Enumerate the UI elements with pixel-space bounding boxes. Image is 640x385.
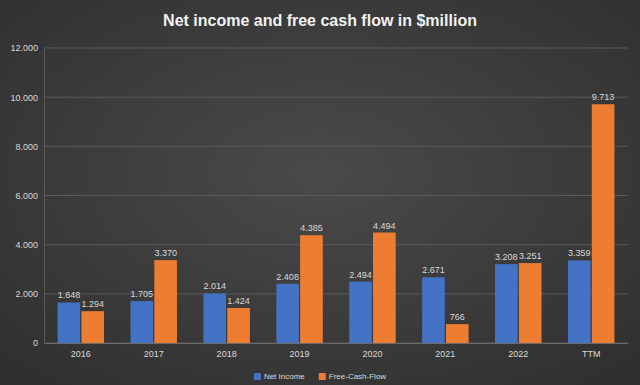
bar [203,293,226,343]
legend-label: Net Income [264,372,305,381]
x-tick-label: TTM [582,349,601,359]
bar [592,104,615,343]
x-axis-line [45,343,629,344]
chart: Net income and free cash flow in $millio… [0,0,640,385]
x-tick-label: 2020 [362,349,382,359]
x-tick-label: 2021 [435,349,455,359]
bar [81,311,104,343]
data-label: 2.494 [349,270,372,280]
data-label: 3.370 [154,248,177,258]
x-tick: 2021 [435,343,455,359]
y-tick: 6.000 [15,191,44,201]
grid-line [44,244,628,245]
grid-line [44,146,628,147]
bar [519,263,542,343]
bar [227,308,250,343]
plot: 02.0004.0006.0008.00010.00012.0002016201… [10,43,628,359]
data-label: 2.671 [422,265,445,275]
data-label: 3.251 [519,251,542,261]
y-tick: 4.000 [15,240,44,250]
y-tick-label: 10.000 [10,93,38,103]
legend-swatch [254,373,261,380]
y-tick: 12.000 [10,43,44,53]
y-tick-label: 8.000 [15,142,38,152]
series-bars [58,260,591,343]
x-tick: 2017 [144,343,164,359]
x-tick: 2022 [508,343,528,359]
data-label: 1.648 [58,290,81,300]
y-tick: 0 [33,338,44,348]
x-tick: 2016 [71,343,91,359]
data-label: 2.014 [203,281,226,291]
data-label: 1.705 [131,289,154,299]
bar [495,264,518,343]
legend-swatch [319,373,326,380]
bar [154,260,177,343]
bar [349,282,372,343]
x-tick: 2019 [290,343,310,359]
x-tick-label: 2017 [144,349,164,359]
y-tick: 8.000 [15,142,44,152]
y-tick-label: 6.000 [15,191,38,201]
bar [58,302,81,343]
bar [130,301,153,343]
legend: Net Income Free-Cash-Flow [254,372,386,381]
grid [44,48,628,343]
grid-line [44,48,628,49]
y-axis: 0 2.000 4.000 6.000 8.000 10.000 12.000 [10,43,44,348]
bar [276,284,299,343]
bar [373,233,396,343]
bars [58,104,615,343]
y-tick-label: 4.000 [15,240,38,250]
y-tick-label: 2.000 [15,289,38,299]
data-label: 766 [450,312,465,322]
background [0,0,640,385]
series-bars [81,104,614,343]
x-tick: 2018 [217,343,237,359]
data-label: 1.294 [81,299,104,309]
y-axis-line [44,49,45,344]
bar [446,324,469,343]
data-label: 2.408 [276,272,299,282]
data-label: 4.494 [373,221,396,231]
x-tick-label: 2018 [217,349,237,359]
x-tick-label: 2019 [290,349,310,359]
bar [300,235,323,343]
grid-line [44,97,628,98]
bar [422,277,445,343]
data-label: 3.208 [495,252,518,262]
grid-line [44,195,628,196]
y-tick-label: 12.000 [10,43,38,53]
x-axis: 2016 2017 2018 2019 2020 2021 2022 TTM [45,343,629,359]
data-labels: 1.648 1.705 2.014 2.408 2.494 2.671 3.208 3.359… [58,92,615,322]
x-tick-label: 2016 [71,349,91,359]
legend-item: Net Income [254,372,305,381]
y-tick: 10.000 [10,93,44,103]
x-tick: TTM [582,343,601,359]
legend-item: Free-Cash-Flow [319,372,387,381]
x-tick: 2020 [362,343,382,359]
data-label: 9.713 [592,92,615,102]
data-label: 4.385 [300,223,323,233]
bar [568,260,591,343]
data-label: 1.424 [227,296,250,306]
title: Net income and free cash flow in $millio… [163,12,477,29]
legend-label: Free-Cash-Flow [329,372,387,381]
x-tick-label: 2022 [508,349,528,359]
y-tick-label: 0 [33,338,38,348]
y-tick: 2.000 [15,289,44,299]
data-label: 3.359 [568,248,591,258]
